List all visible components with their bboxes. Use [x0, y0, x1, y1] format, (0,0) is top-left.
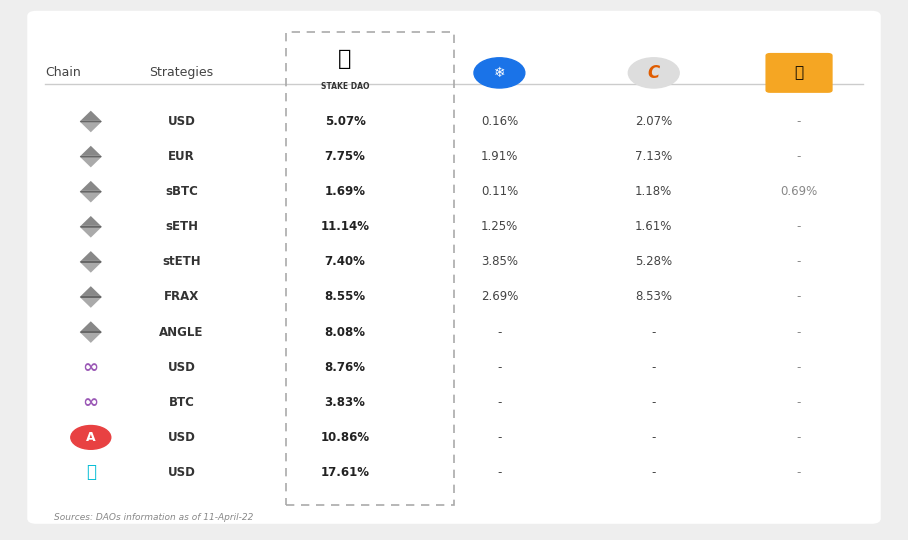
Text: -: -: [797, 431, 801, 444]
Circle shape: [628, 58, 679, 88]
Text: FRAX: FRAX: [164, 291, 199, 303]
Text: -: -: [652, 361, 656, 374]
Text: 7.40%: 7.40%: [324, 255, 366, 268]
Text: -: -: [797, 115, 801, 128]
Text: -: -: [652, 326, 656, 339]
Text: ANGLE: ANGLE: [160, 326, 203, 339]
Text: 8.08%: 8.08%: [324, 326, 366, 339]
Text: sBTC: sBTC: [165, 185, 198, 198]
Text: -: -: [498, 466, 501, 479]
Text: 17.61%: 17.61%: [321, 466, 370, 479]
Text: -: -: [797, 255, 801, 268]
Text: -: -: [498, 396, 501, 409]
Polygon shape: [81, 181, 101, 191]
Polygon shape: [80, 296, 102, 298]
Text: -: -: [797, 291, 801, 303]
Text: ⛓: ⛓: [85, 463, 96, 482]
Polygon shape: [80, 261, 102, 263]
Circle shape: [71, 426, 111, 449]
Polygon shape: [81, 193, 101, 202]
Text: USD: USD: [168, 466, 195, 479]
Text: Strategies: Strategies: [150, 66, 213, 79]
Text: 2.07%: 2.07%: [635, 115, 673, 128]
Text: USD: USD: [168, 431, 195, 444]
Text: -: -: [652, 396, 656, 409]
Polygon shape: [80, 156, 102, 158]
Text: A: A: [86, 431, 95, 444]
Polygon shape: [81, 251, 101, 261]
Polygon shape: [81, 321, 101, 331]
Polygon shape: [81, 123, 101, 132]
Text: Chain: Chain: [45, 66, 82, 79]
Text: 8.55%: 8.55%: [324, 291, 366, 303]
Polygon shape: [81, 228, 101, 238]
Polygon shape: [80, 331, 102, 333]
Text: ❄: ❄: [494, 66, 505, 80]
Text: 🦡: 🦡: [794, 65, 804, 80]
Polygon shape: [81, 263, 101, 273]
Text: 11.14%: 11.14%: [321, 220, 370, 233]
Text: Sources: DAOs information as of 11-April-22: Sources: DAOs information as of 11-April…: [54, 513, 254, 522]
Polygon shape: [80, 226, 102, 228]
Text: 5.07%: 5.07%: [324, 115, 366, 128]
Text: 1.18%: 1.18%: [635, 185, 673, 198]
Text: USD: USD: [168, 361, 195, 374]
FancyBboxPatch shape: [27, 11, 881, 524]
Text: 3.85%: 3.85%: [481, 255, 518, 268]
Text: 2.69%: 2.69%: [480, 291, 518, 303]
Polygon shape: [80, 191, 102, 193]
Polygon shape: [80, 120, 102, 123]
Polygon shape: [81, 298, 101, 308]
Text: 7.75%: 7.75%: [324, 150, 366, 163]
Text: -: -: [797, 150, 801, 163]
Text: -: -: [797, 466, 801, 479]
Text: -: -: [797, 361, 801, 374]
Text: 0.11%: 0.11%: [480, 185, 518, 198]
Polygon shape: [81, 158, 101, 167]
Text: ∞: ∞: [83, 393, 99, 412]
Text: -: -: [498, 431, 501, 444]
Polygon shape: [81, 216, 101, 226]
Text: 8.53%: 8.53%: [636, 291, 672, 303]
Text: stETH: stETH: [163, 255, 201, 268]
Text: 1.91%: 1.91%: [480, 150, 518, 163]
Text: -: -: [797, 220, 801, 233]
Text: ∞: ∞: [83, 357, 99, 377]
Text: -: -: [498, 326, 501, 339]
Text: -: -: [797, 326, 801, 339]
Text: BTC: BTC: [169, 396, 194, 409]
Polygon shape: [81, 146, 101, 156]
Text: 0.69%: 0.69%: [780, 185, 818, 198]
Text: 8.76%: 8.76%: [324, 361, 366, 374]
Text: -: -: [797, 396, 801, 409]
Text: EUR: EUR: [168, 150, 195, 163]
Text: USD: USD: [168, 115, 195, 128]
Text: 7.13%: 7.13%: [635, 150, 673, 163]
Text: 1.69%: 1.69%: [324, 185, 366, 198]
Polygon shape: [81, 286, 101, 296]
Text: STAKE DAO: STAKE DAO: [321, 82, 370, 91]
Text: 0.16%: 0.16%: [480, 115, 518, 128]
Text: -: -: [652, 466, 656, 479]
Text: sETH: sETH: [165, 220, 198, 233]
Text: -: -: [652, 431, 656, 444]
Text: 1.61%: 1.61%: [635, 220, 673, 233]
Polygon shape: [81, 111, 101, 120]
Text: C: C: [647, 64, 660, 82]
Text: 10.86%: 10.86%: [321, 431, 370, 444]
Text: 🦣: 🦣: [339, 49, 351, 70]
Text: -: -: [498, 361, 501, 374]
Text: 3.83%: 3.83%: [324, 396, 366, 409]
FancyBboxPatch shape: [765, 53, 833, 93]
Text: 1.25%: 1.25%: [480, 220, 518, 233]
Polygon shape: [81, 333, 101, 343]
Text: 5.28%: 5.28%: [636, 255, 672, 268]
Circle shape: [474, 58, 525, 88]
